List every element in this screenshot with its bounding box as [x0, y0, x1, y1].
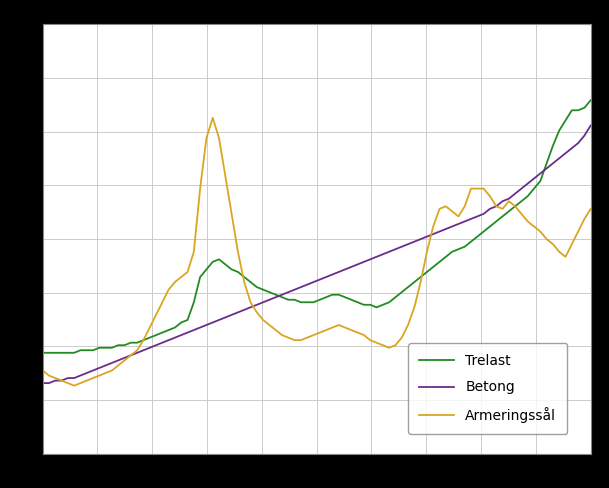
Betong [587, 122, 594, 128]
Armeringssål [203, 135, 210, 141]
Armeringssål [373, 340, 380, 346]
Trelast [361, 302, 368, 308]
Armeringssål [323, 327, 330, 333]
Trelast [197, 274, 204, 280]
Trelast [587, 97, 594, 103]
Betong [39, 380, 46, 386]
Betong [52, 378, 59, 384]
Armeringssål [587, 206, 594, 212]
Trelast [52, 350, 59, 356]
Trelast [190, 299, 197, 305]
Betong [549, 161, 557, 166]
Betong [361, 259, 368, 265]
Armeringssål [52, 375, 59, 381]
Betong [190, 327, 197, 333]
Legend: Trelast, Betong, Armeringssål: Trelast, Betong, Armeringssål [408, 343, 568, 434]
Betong [310, 279, 317, 285]
Line: Trelast: Trelast [43, 100, 591, 353]
Armeringssål [197, 185, 204, 191]
Armeringssål [209, 115, 216, 121]
Trelast [549, 142, 557, 148]
Armeringssål [480, 185, 487, 191]
Trelast [39, 350, 46, 356]
Armeringssål [71, 383, 78, 388]
Line: Armeringssål: Armeringssål [43, 118, 591, 386]
Line: Betong: Betong [43, 125, 591, 383]
Armeringssål [39, 367, 46, 373]
Trelast [310, 299, 317, 305]
Betong [197, 325, 204, 330]
